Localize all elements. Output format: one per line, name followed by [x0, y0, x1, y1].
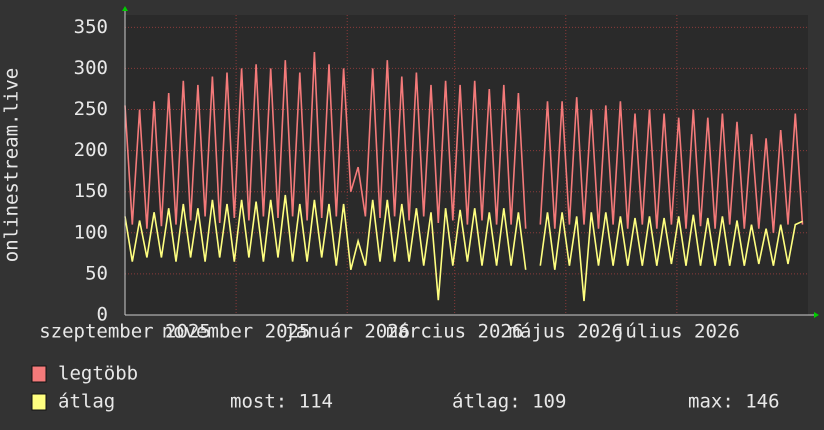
y-tick-label: 100	[74, 221, 108, 243]
y-tick-label: 50	[85, 262, 108, 284]
legend-swatch	[31, 365, 47, 383]
line	[124, 194, 527, 301]
line	[539, 212, 803, 302]
x-tick-label: július 2026	[614, 321, 740, 343]
legend-stat: max: 146	[688, 391, 780, 413]
legend-stat: átlag: 109	[452, 391, 566, 413]
y-tick-label: 0	[97, 304, 108, 326]
legend-stat: most: 114	[230, 391, 333, 413]
y-tick-label: 150	[74, 180, 108, 202]
x-tick-label: január 2026	[284, 321, 410, 343]
legend-label: legtöbb	[58, 363, 138, 385]
legend-swatch	[31, 393, 47, 411]
y-tick-label: 250	[74, 98, 108, 120]
x-tick-label: május 2026	[509, 321, 623, 343]
y-tick-label: 350	[74, 16, 108, 38]
y-axis-label: onlinestream.live	[1, 68, 23, 262]
axis-arrow	[122, 6, 128, 11]
plot-area	[125, 15, 808, 315]
legend-label: átlag	[58, 391, 115, 413]
x-tick-label: november 2025	[162, 321, 311, 343]
axis-arrow	[814, 312, 819, 318]
y-tick-label: 300	[74, 57, 108, 79]
x-tick-label: március 2026	[386, 321, 523, 343]
y-tick-label: 200	[74, 139, 108, 161]
x-tick-label: szeptember 2025	[39, 321, 211, 343]
line	[124, 51, 527, 229]
line	[539, 97, 804, 233]
